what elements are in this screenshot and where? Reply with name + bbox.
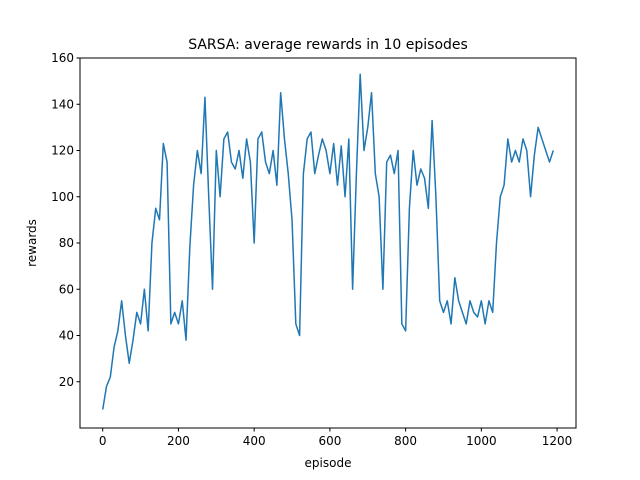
y-tick-label: 160 (51, 51, 74, 65)
axes-frame (79, 57, 577, 429)
data-line (101, 73, 554, 410)
chart-title: SARSA: average rewards in 10 episodes (188, 37, 468, 53)
x-tick-label: 400 (243, 434, 266, 448)
y-axis-label: rewards (25, 219, 39, 267)
x-tick-label: 600 (318, 434, 341, 448)
y-tick-label: 120 (51, 144, 74, 158)
x-axis-label: episode (305, 456, 352, 470)
x-tick-label: 1200 (542, 434, 573, 448)
x-tick-label: 800 (394, 434, 417, 448)
y-tick-label: 60 (59, 282, 74, 296)
y-tick-label: 40 (59, 329, 74, 343)
y-tick-label: 140 (51, 97, 74, 111)
y-tick-label: 80 (59, 236, 74, 250)
y-tick-label: 100 (51, 190, 74, 204)
y-tick-label: 20 (59, 375, 74, 389)
x-tick-label: 200 (167, 434, 190, 448)
x-tick-label: 1000 (466, 434, 497, 448)
x-tick-label: 0 (99, 434, 107, 448)
